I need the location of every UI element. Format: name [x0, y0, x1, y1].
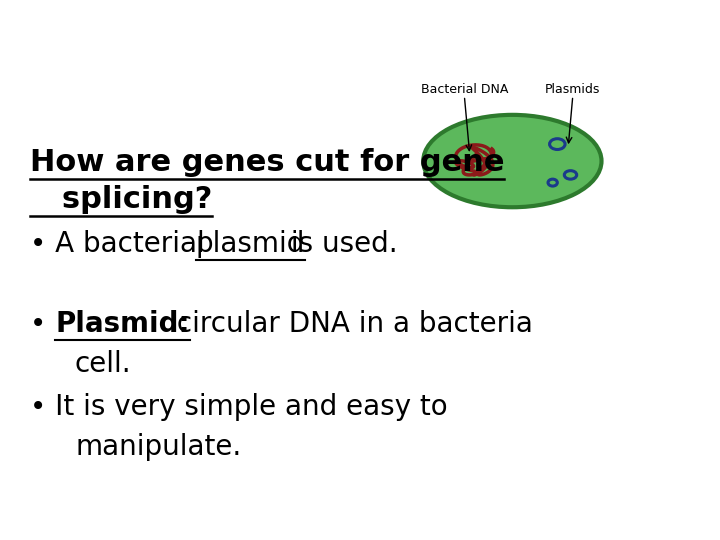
- Text: Plasmids: Plasmids: [545, 83, 600, 96]
- Text: Plasmid:: Plasmid:: [55, 310, 189, 338]
- Ellipse shape: [423, 115, 601, 207]
- Text: is used.: is used.: [282, 230, 397, 258]
- Text: manipulate.: manipulate.: [75, 433, 241, 461]
- Text: plasmid: plasmid: [196, 230, 305, 258]
- Text: circular DNA in a bacteria: circular DNA in a bacteria: [168, 310, 533, 338]
- Text: splicing?: splicing?: [30, 185, 212, 214]
- Text: • A bacterial: • A bacterial: [30, 230, 214, 258]
- Text: • It is very simple and easy to: • It is very simple and easy to: [30, 393, 448, 421]
- Text: Bacterial DNA: Bacterial DNA: [420, 83, 508, 96]
- Text: •: •: [30, 310, 55, 338]
- Text: cell.: cell.: [75, 350, 132, 378]
- Text: How are genes cut for gene: How are genes cut for gene: [30, 148, 505, 177]
